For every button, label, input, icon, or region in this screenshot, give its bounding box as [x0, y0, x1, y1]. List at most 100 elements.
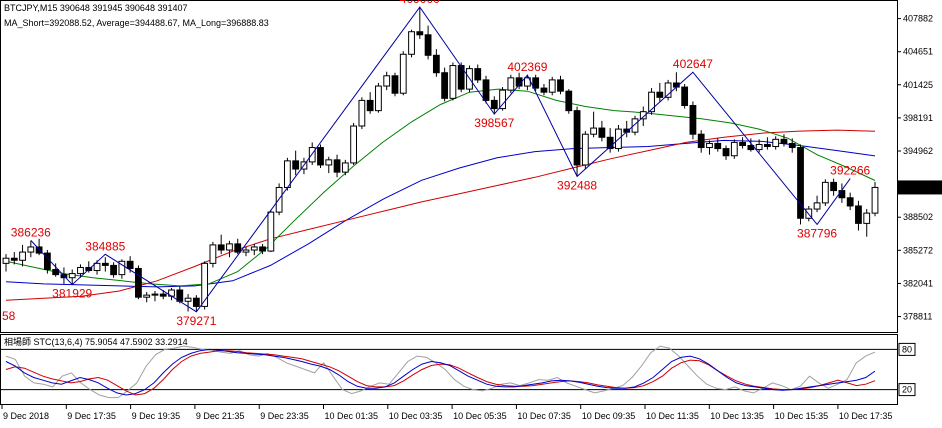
candle — [507, 74, 515, 94]
candle — [730, 139, 738, 159]
candle-body — [27, 246, 35, 253]
candle-body — [855, 205, 862, 224]
candle-body — [259, 246, 266, 252]
main-chart-frame — [0, 0, 898, 333]
price-axis: 4078824046514014253981913949623917323885… — [897, 14, 933, 322]
candle-body — [101, 262, 109, 266]
candle — [722, 145, 730, 160]
candle-body — [656, 91, 664, 98]
candle — [739, 137, 746, 149]
time-tick-label: 10 Dec 07:35 — [517, 411, 571, 421]
time-tick-label: 10 Dec 03:35 — [389, 411, 443, 421]
candle-body — [375, 85, 382, 112]
candle — [755, 139, 763, 153]
zigzag-labels: 386236 381929 384885 379271 409000 398567 4023… — [2, 0, 871, 328]
candle-body — [209, 244, 217, 264]
time-tick-label: 9 Dec 21:35 — [196, 411, 245, 421]
indicator-axis: 80 20 — [898, 342, 916, 397]
candle — [689, 101, 697, 140]
candle — [52, 263, 60, 277]
candle — [830, 178, 838, 196]
candle — [656, 82, 664, 102]
candle-body — [19, 251, 26, 261]
last-price-badge: 391407 — [898, 180, 942, 195]
candle — [135, 265, 142, 300]
symbol-header: BTCJPY,M15 390648 391945 390648 391407 — [4, 3, 188, 13]
candle-body — [863, 212, 871, 224]
candle-body — [234, 243, 242, 253]
candle — [151, 291, 159, 302]
candle — [664, 79, 672, 101]
candle — [499, 87, 506, 111]
candle — [482, 75, 490, 104]
candle — [714, 138, 722, 152]
candle — [93, 260, 101, 275]
candle-body — [706, 142, 713, 149]
candle-body — [184, 297, 192, 302]
candle-body — [697, 133, 705, 149]
price-tick-label: 385272 — [903, 245, 933, 255]
candles — [2, 7, 879, 312]
candle — [250, 243, 258, 256]
candle — [366, 92, 374, 114]
candle-body — [151, 293, 159, 296]
candle — [101, 257, 109, 272]
candle-body — [482, 79, 490, 101]
candle-body — [159, 293, 167, 297]
stc-level-label: 80 — [902, 344, 912, 354]
candle-body — [267, 211, 275, 252]
candle-body — [2, 257, 10, 264]
candle-body — [226, 243, 233, 251]
candle — [118, 259, 126, 279]
zigzag-label: 386236 — [11, 225, 51, 239]
candle-body — [68, 273, 76, 279]
candle-body — [639, 111, 647, 120]
candle-body — [242, 249, 250, 253]
time-axis: 9 Dec 2018 9 Dec 17:35 9 Dec 19:35 9 Dec 21… — [1, 405, 892, 421]
candle — [631, 115, 639, 136]
candle — [192, 295, 200, 312]
candle-body — [399, 53, 407, 94]
candle-body — [648, 91, 655, 113]
candle — [358, 97, 366, 130]
candle — [813, 195, 821, 213]
price-tick-label: 407882 — [903, 14, 933, 24]
candle-body — [598, 127, 606, 138]
zigzag-label: 381929 — [52, 287, 92, 301]
candle-body — [490, 99, 498, 110]
candle — [681, 83, 689, 109]
last-price-box — [898, 180, 942, 195]
candle — [441, 67, 449, 102]
candle-body — [764, 143, 771, 148]
candle — [184, 294, 192, 312]
candle — [697, 130, 705, 153]
candle-body — [143, 294, 151, 298]
candle-body — [308, 147, 316, 163]
candle-body — [292, 160, 300, 170]
zigzag-label: 392266 — [830, 164, 870, 178]
candle — [259, 243, 266, 255]
candle — [615, 124, 622, 152]
candle-body — [821, 181, 829, 204]
candle-body — [788, 142, 796, 149]
zigzag-label: 398567 — [474, 116, 514, 130]
candle-body — [366, 99, 374, 112]
candle — [606, 128, 614, 153]
candle-body — [631, 118, 639, 133]
candle — [375, 82, 382, 113]
candle-body — [325, 159, 333, 166]
candle-body — [507, 77, 515, 91]
last-price-label: 391407 — [903, 182, 933, 192]
candle-body — [408, 31, 415, 55]
candle-body — [755, 143, 763, 151]
time-tick-label: 9 Dec 23:35 — [260, 411, 309, 421]
candle — [317, 144, 324, 169]
candle-body — [333, 159, 341, 173]
candle — [598, 120, 606, 142]
candle-body — [110, 264, 117, 276]
candle — [242, 246, 250, 257]
candle — [490, 96, 498, 115]
candle — [457, 62, 465, 93]
candle — [292, 150, 300, 176]
price-tick-label: 404651 — [903, 47, 933, 57]
